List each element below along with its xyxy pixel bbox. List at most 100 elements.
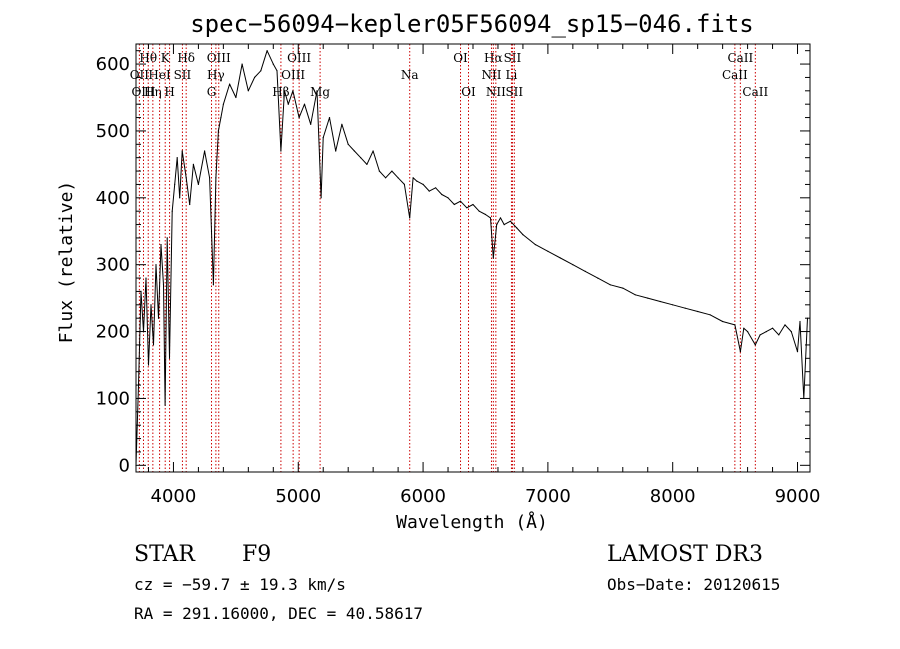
- flux-point-99: [697, 310, 699, 313]
- flux-point-95: [647, 297, 649, 299]
- flux-point-10: [160, 244, 162, 246]
- x-axis-title: Wavelength (Å): [396, 511, 548, 533]
- flux-point-12: [164, 404, 166, 406]
- flux-point-84: [516, 227, 518, 229]
- flux-point-110: [778, 334, 780, 336]
- flux-point-75: [472, 203, 474, 206]
- line-marker-label-1: Hη: [144, 85, 162, 99]
- line-marker-label-10: Hγ: [207, 68, 225, 82]
- line-marker-label-27: CaII: [742, 85, 768, 99]
- flux-point-35: [247, 90, 249, 92]
- flux-point-94: [634, 294, 636, 296]
- flux-point-85: [522, 234, 524, 236]
- flux-point-20: [185, 177, 187, 179]
- flux-point-50: [322, 137, 324, 139]
- flux-point-45: [298, 117, 300, 119]
- flux-point-17: [176, 157, 178, 159]
- y-axis-title: Flux (relative): [56, 181, 77, 344]
- line-marker-label-0: Hθ: [139, 51, 157, 65]
- flux-series: [135, 50, 809, 466]
- y-tick-label-2: 200: [96, 322, 130, 343]
- x-tick-label-1: 5000: [275, 486, 321, 507]
- flux-point-104: [743, 327, 745, 329]
- flux-point-47: [310, 123, 312, 125]
- flux-point-40: [276, 70, 278, 72]
- flux-point-33: [235, 96, 237, 99]
- flux-point-70: [441, 193, 443, 196]
- flux-point-46: [303, 103, 306, 105]
- flux-point-59: [378, 170, 380, 172]
- chart-title: spec−56094−kepler05F56094_sp15−046.fits: [190, 10, 754, 38]
- line-marker-label-9: OIII: [207, 51, 231, 65]
- flux-point-108: [765, 331, 767, 333]
- flux-point-8: [155, 264, 157, 266]
- line-marker-label-26: CaII: [722, 68, 748, 82]
- flux-point-11: [162, 284, 165, 286]
- flux-point-55: [353, 150, 355, 152]
- object-subclass: F9: [242, 542, 271, 567]
- line-marker-label-4: K: [161, 51, 171, 65]
- flux-point-4: [145, 277, 147, 279]
- flux-point-96: [659, 300, 661, 303]
- flux-point-52: [335, 150, 337, 152]
- flux-point-109: [772, 327, 774, 329]
- y-tick-label-4: 400: [96, 188, 130, 209]
- flux-point-68: [428, 190, 430, 192]
- flux-point-105: [747, 331, 749, 333]
- flux-point-65: [412, 177, 414, 179]
- y-tick-label-0: 0: [119, 455, 130, 476]
- x-tick-label-5: 9000: [775, 486, 821, 507]
- x-tick-label-2: 6000: [400, 486, 446, 507]
- object-class: STAR: [134, 542, 196, 567]
- flux-point-67: [422, 183, 424, 185]
- flux-point-98: [684, 307, 686, 309]
- flux-point-107: [759, 334, 761, 336]
- axis-ticks: 4000 5000 6000 7000 8000 9000 0 100 200 300 400 500…: [96, 44, 821, 507]
- flux-point-112: [790, 331, 792, 333]
- flux-point-34: [241, 63, 243, 65]
- flux-point-24: [204, 150, 206, 152]
- line-marker-label-16: Na: [401, 68, 419, 82]
- flux-point-78: [489, 217, 492, 219]
- flux-point-19: [181, 150, 183, 152]
- line-marker-label-21: NII: [481, 68, 501, 82]
- flux-point-57: [366, 163, 368, 165]
- flux-point-86: [534, 244, 537, 246]
- line-marker-label-5: HeI: [148, 68, 171, 82]
- flux-point-77: [484, 213, 487, 216]
- line-marker-label-8: SII: [174, 68, 192, 82]
- flux-point-13: [166, 237, 168, 239]
- line-marker-label-20: SII: [504, 51, 522, 65]
- line-marker-label-2: OII: [130, 68, 150, 82]
- flux-point-82: [503, 224, 505, 226]
- flux-point-87: [547, 250, 549, 252]
- flux-point-16: [174, 183, 176, 185]
- flux-point-31: [222, 103, 224, 105]
- flux-point-113: [796, 351, 799, 353]
- flux-point-88: [559, 257, 562, 259]
- flux-point-42: [283, 90, 286, 92]
- line-marker-label-23: NII: [486, 85, 506, 99]
- flux-point-81: [499, 217, 502, 219]
- flux-point-54: [347, 143, 349, 145]
- line-marker-label-19: Hα: [484, 51, 503, 65]
- flux-point-9: [157, 317, 160, 319]
- y-tick-label-1: 100: [96, 388, 130, 409]
- flux-point-80: [496, 224, 498, 226]
- plot-frame: [135, 43, 811, 473]
- line-marker-label-24: SII: [505, 85, 523, 99]
- flux-point-18: [179, 197, 181, 199]
- flux-point-39: [272, 63, 274, 65]
- flux-point-38: [266, 50, 268, 52]
- flux-point-44: [292, 90, 294, 92]
- flux-point-60: [385, 177, 387, 179]
- flux-point-83: [509, 220, 511, 222]
- flux-point-28: [215, 177, 217, 179]
- line-marker-label-12: OIII: [287, 51, 311, 65]
- line-marker-label-15: Mg: [310, 85, 330, 99]
- obs-date-text: Obs−Date: 20120615: [607, 575, 780, 594]
- flux-point-64: [409, 217, 411, 219]
- flux-point-29: [217, 130, 219, 132]
- flux-point-53: [341, 123, 343, 125]
